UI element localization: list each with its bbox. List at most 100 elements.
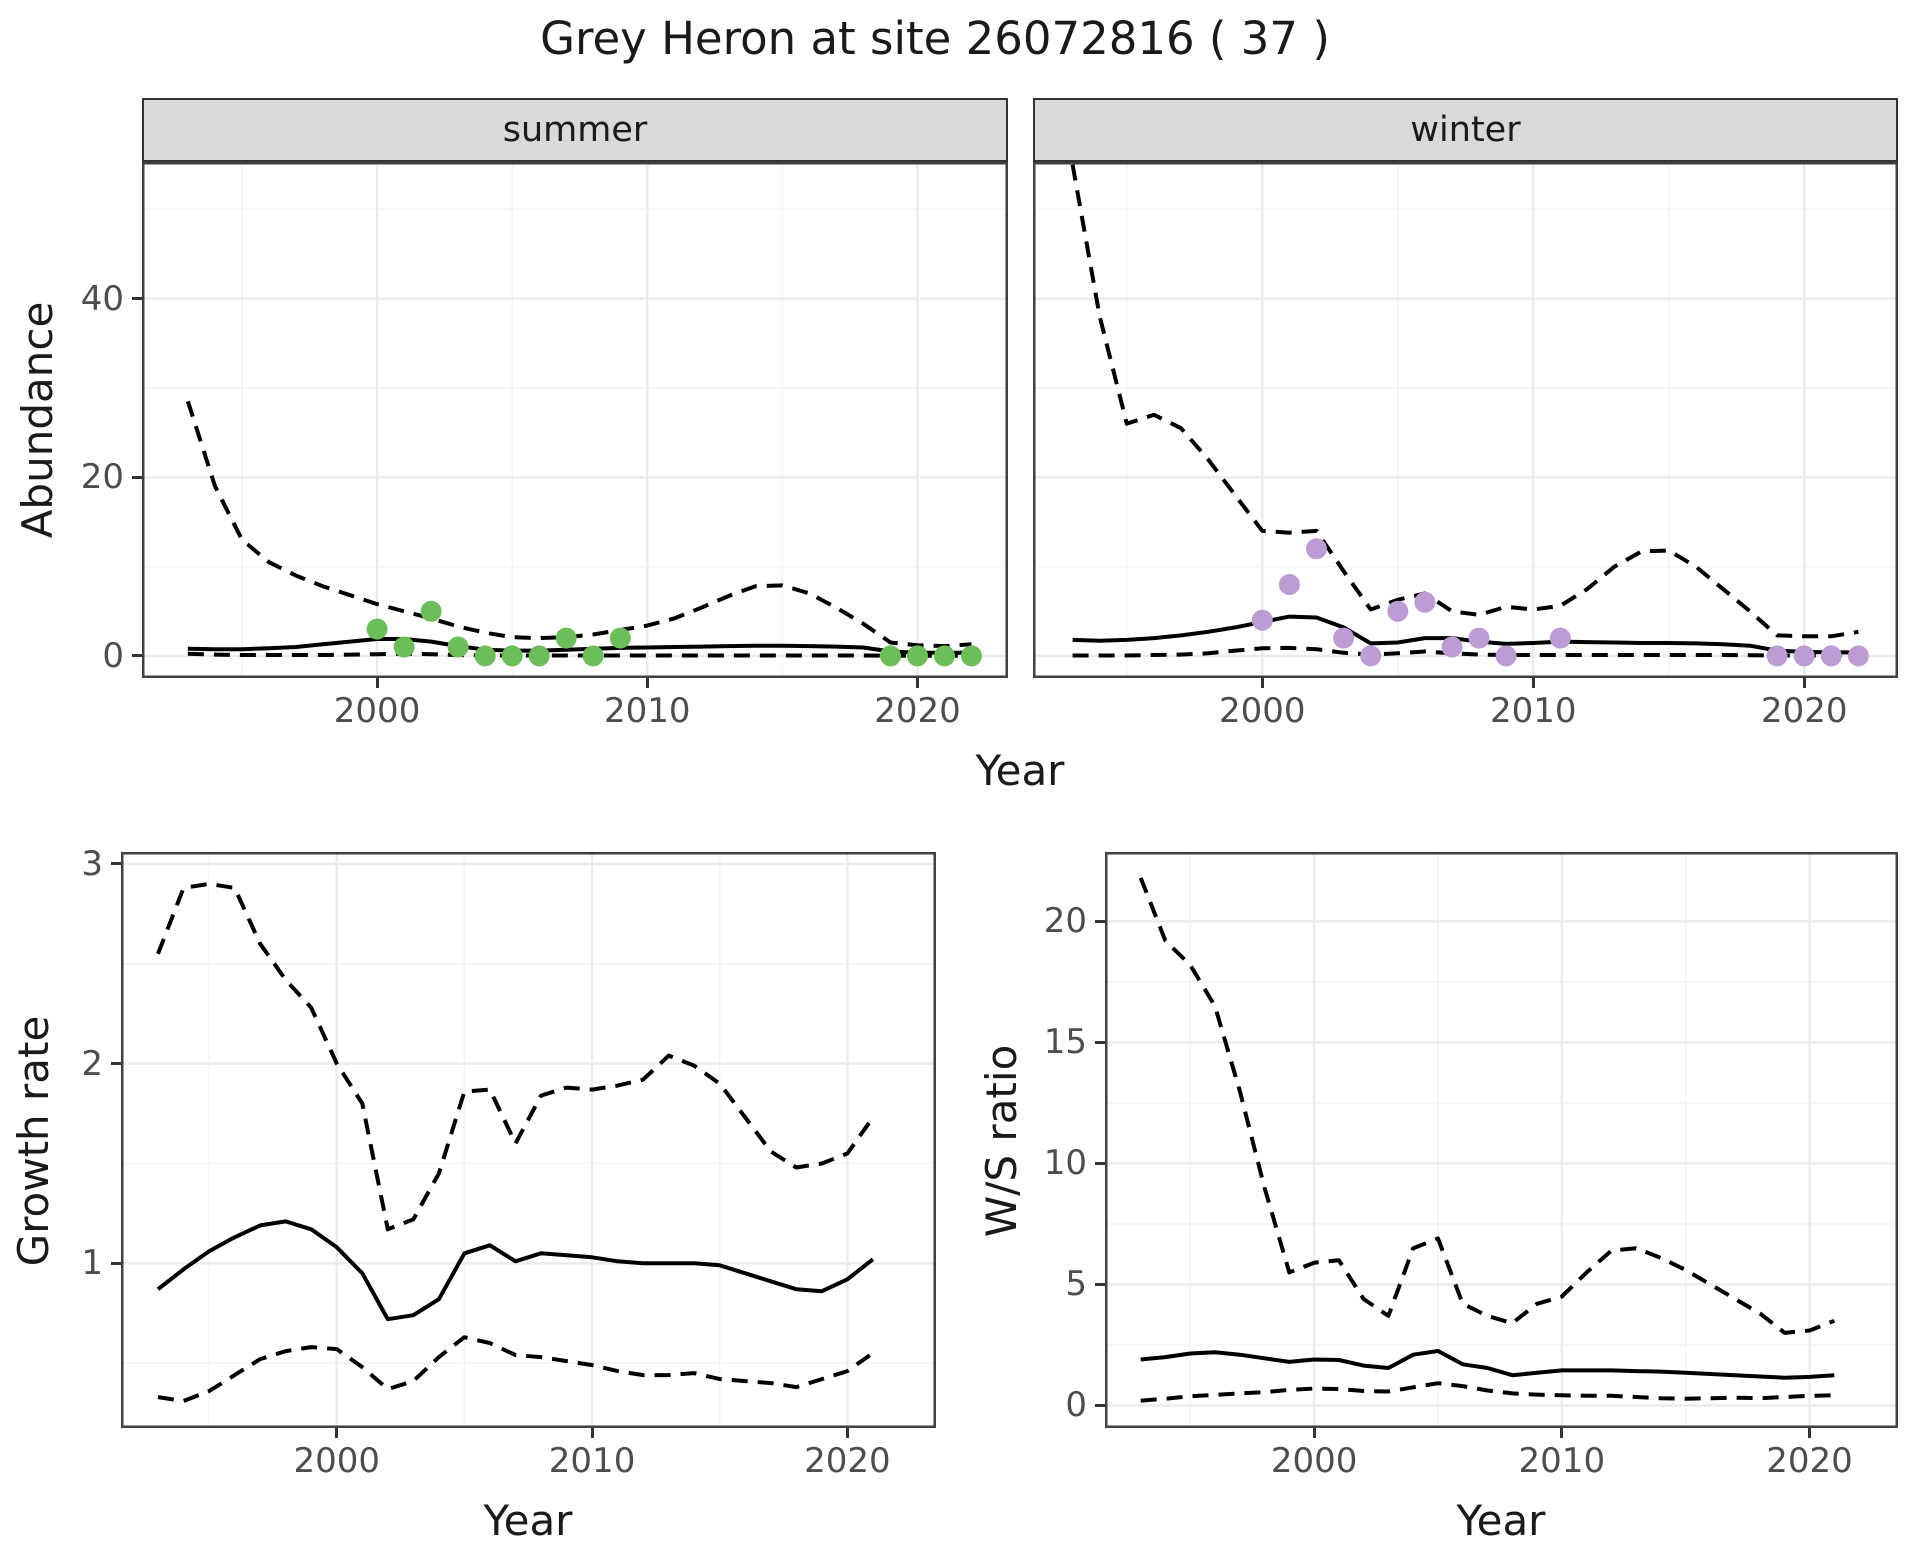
ws-ratio-panel xyxy=(1105,852,1898,1428)
summer-observations-point xyxy=(555,627,577,649)
facet-strip-summer-label: summer xyxy=(502,110,648,150)
ws-ratio-y-tick-label-20: 20 xyxy=(1043,901,1087,942)
abundance-summer-x-tick-label-2010: 2010 xyxy=(604,691,691,731)
ws-ratio-upper-ci-line xyxy=(1138,877,1836,1335)
summer-observations-point xyxy=(528,645,550,667)
abundance-summer-lower-ci-line xyxy=(187,651,972,658)
summer-observations-point xyxy=(880,645,901,667)
winter-observations-point xyxy=(1793,645,1815,667)
x-axis-title-year-top: Year xyxy=(975,746,1065,795)
summer-observations-point xyxy=(582,645,604,667)
winter-observations-point xyxy=(1278,574,1300,595)
growth-rate-y-tick-mark xyxy=(111,862,121,866)
growth-rate-upper-ci-line xyxy=(156,881,875,1232)
abundance-summer-x-tick-mark xyxy=(645,678,649,688)
summer-observations-point xyxy=(961,645,982,667)
winter-observations-point xyxy=(1441,636,1463,658)
winter-observations-point xyxy=(1387,600,1409,622)
growth-rate-y-tick-mark xyxy=(111,1261,121,1265)
winter-observations-point xyxy=(1414,591,1436,613)
abundance-summer-y-tick-label-0: 0 xyxy=(102,635,124,676)
abundance-winter-x-tick-label-2000: 2000 xyxy=(1218,691,1306,731)
growth-rate-x-tick-label-2010: 2010 xyxy=(548,1441,636,1481)
summer-observations-point xyxy=(501,645,523,667)
growth-rate-x-tick-label-2000: 2000 xyxy=(293,1441,381,1481)
ws-ratio-y-tick-mark xyxy=(1095,919,1105,923)
ws-ratio-mean-line xyxy=(1140,1349,1835,1380)
ws-ratio-y-tick-mark xyxy=(1095,1403,1105,1407)
summer-observations-point xyxy=(447,636,469,658)
winter-observations-point xyxy=(1251,609,1273,631)
summer-observations-point xyxy=(366,618,388,640)
abundance-summer-y-tick-mark xyxy=(132,297,142,301)
abundance-winter-lower-ci-line xyxy=(1072,645,1859,658)
summer-observations-point xyxy=(609,627,631,649)
winter-observations-point xyxy=(1847,645,1869,667)
abundance-summer-y-tick-mark xyxy=(132,475,142,479)
facet-strip-winter-label: winter xyxy=(1410,110,1521,150)
growth-rate-x-tick-mark xyxy=(590,1428,594,1438)
growth-rate-lower-ci-line xyxy=(157,1335,875,1403)
abundance-winter-x-tick-label-2020: 2020 xyxy=(1760,691,1848,731)
ws-ratio-x-tick-mark xyxy=(1560,1428,1564,1438)
facet-strip-winter: winter xyxy=(1033,98,1898,162)
abundance-summer-x-tick-mark xyxy=(375,678,379,688)
x-axis-title-year-bottom-right: Year xyxy=(1456,1496,1546,1545)
page-title: Grey Heron at site 26072816 ( 37 ) xyxy=(540,12,1330,65)
growth-rate-y-tick-mark xyxy=(111,1062,121,1066)
ws-ratio-x-tick-label-2020: 2020 xyxy=(1766,1441,1853,1481)
ws-ratio-x-tick-label-2010: 2010 xyxy=(1518,1441,1606,1481)
ws-ratio-y-tick-mark xyxy=(1095,1040,1105,1044)
ws-ratio-y-tick-label-10: 10 xyxy=(1043,1143,1087,1184)
abundance-summer-panel xyxy=(142,162,1008,678)
growth-rate-x-tick-mark xyxy=(845,1428,849,1438)
abundance-summer-upper-ci-line xyxy=(185,400,972,649)
abundance-summer-x-tick-mark xyxy=(915,678,919,688)
abundance-summer-mean-line xyxy=(187,637,972,655)
winter-observations-point xyxy=(1820,645,1842,667)
winter-observations-point xyxy=(1549,627,1571,649)
abundance-summer-x-tick-label-2020: 2020 xyxy=(874,691,961,731)
growth-rate-y-tick-label-1: 1 xyxy=(81,1243,103,1284)
growth-rate-y-tick-label-2: 2 xyxy=(81,1043,103,1084)
ws-ratio-x-tick-label-2000: 2000 xyxy=(1270,1441,1358,1481)
summer-observations-point xyxy=(934,645,955,667)
growth-rate-mean-line xyxy=(156,1219,875,1322)
growth-rate-panel xyxy=(121,852,936,1428)
abundance-winter-x-tick-mark xyxy=(1531,678,1535,688)
ws-ratio-y-tick-label-0: 0 xyxy=(1065,1385,1087,1426)
ws-ratio-y-tick-label-15: 15 xyxy=(1043,1022,1087,1063)
abundance-winter-mean-line xyxy=(1072,614,1859,655)
winter-observations-point xyxy=(1306,538,1327,560)
facet-strip-summer: summer xyxy=(142,98,1008,162)
summer-observations-point xyxy=(474,645,496,667)
summer-observations-point xyxy=(420,600,442,622)
ws-ratio-x-tick-mark xyxy=(1312,1428,1316,1438)
abundance-winter-x-tick-mark xyxy=(1260,678,1264,688)
y-axis-title-growth-rate: Growth rate xyxy=(9,1015,58,1267)
ws-ratio-y-tick-label-5: 5 xyxy=(1065,1264,1087,1305)
winter-observations-point xyxy=(1468,627,1490,649)
ws-ratio-x-tick-mark xyxy=(1808,1428,1812,1438)
growth-rate-x-tick-label-2020: 2020 xyxy=(804,1441,891,1481)
x-axis-title-year-bottom-left: Year xyxy=(483,1496,573,1545)
abundance-summer-y-tick-mark xyxy=(132,654,142,658)
abundance-winter-panel xyxy=(1033,162,1898,678)
winter-observations-point xyxy=(1360,645,1382,667)
growth-rate-x-tick-mark xyxy=(335,1428,339,1438)
summer-observations-point xyxy=(393,636,415,658)
winter-observations-point xyxy=(1495,645,1517,667)
growth-rate-y-tick-label-3: 3 xyxy=(81,843,103,884)
ws-ratio-y-tick-mark xyxy=(1095,1282,1105,1286)
ws-ratio-y-tick-mark xyxy=(1095,1161,1105,1165)
abundance-winter-x-tick-mark xyxy=(1802,678,1806,688)
ws-ratio-lower-ci-line xyxy=(1140,1381,1835,1403)
abundance-winter-x-tick-label-2010: 2010 xyxy=(1489,691,1577,731)
abundance-winter-upper-ci-line xyxy=(1070,164,1859,639)
abundance-summer-x-tick-label-2000: 2000 xyxy=(333,691,421,731)
abundance-summer-y-tick-label-40: 40 xyxy=(80,278,124,319)
winter-observations-point xyxy=(1333,627,1355,649)
winter-observations-point xyxy=(1766,645,1788,667)
summer-observations-point xyxy=(907,645,928,667)
